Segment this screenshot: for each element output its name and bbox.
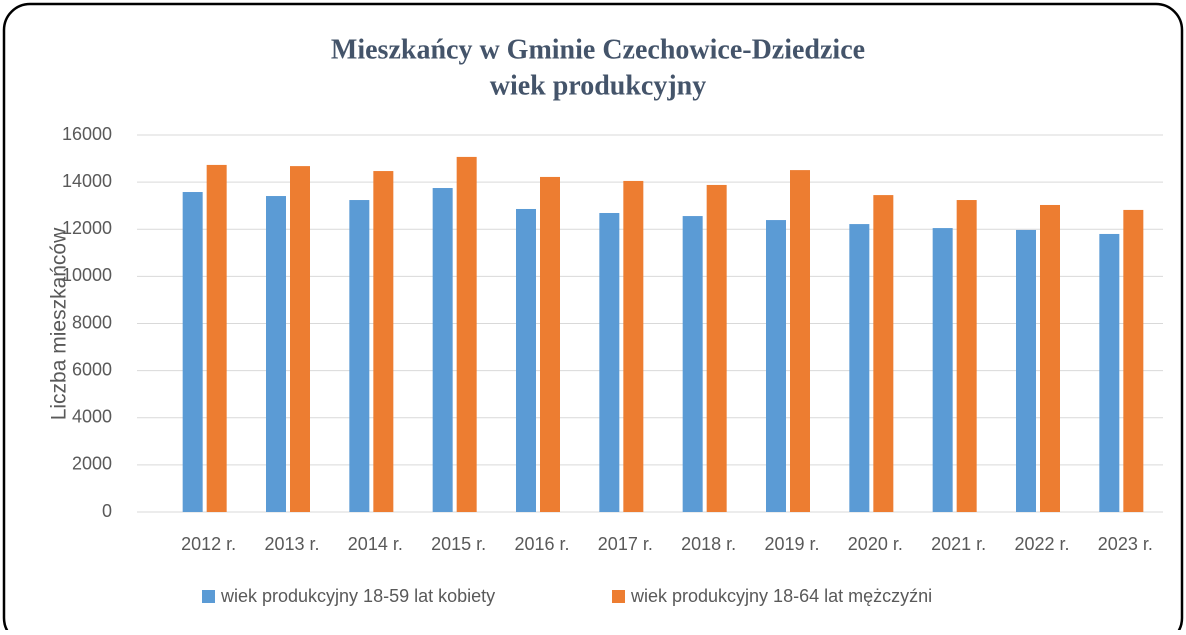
bar [290, 166, 310, 513]
x-tick-label: 2019 r. [764, 534, 819, 554]
bar [1040, 204, 1060, 512]
x-tick-label: 2023 r. [1098, 534, 1153, 554]
bar [1016, 229, 1036, 512]
y-tick-label: 12000 [62, 218, 112, 238]
bar [1099, 233, 1120, 512]
x-tick-label: 2012 r. [181, 534, 236, 554]
y-tick-label: 10000 [62, 265, 112, 285]
legend-label: wiek produkcyjny 18-64 lat mężczyźni [630, 586, 932, 606]
x-tick-label: 2018 r. [681, 534, 736, 554]
chart-subtitle: wiek produkcyjny [490, 70, 707, 101]
x-tick-label: 2017 r. [598, 534, 653, 554]
bar [432, 188, 453, 512]
bar [540, 176, 560, 512]
bar [682, 216, 703, 512]
legend-swatch [612, 590, 625, 603]
bar [873, 195, 894, 512]
bar [790, 170, 810, 512]
y-tick-label: 14000 [62, 171, 112, 191]
bar [706, 184, 727, 512]
bar [599, 212, 620, 512]
bar [956, 200, 977, 512]
bar [849, 224, 870, 512]
bar [182, 192, 203, 513]
x-tick-label: 2013 r. [264, 534, 319, 554]
x-tick-label: 2016 r. [514, 534, 569, 554]
bar [1123, 209, 1144, 512]
y-tick-label: 4000 [72, 407, 112, 427]
x-tick-label: 2022 r. [1014, 534, 1069, 554]
bar [373, 171, 394, 512]
y-tick-label: 0 [102, 501, 112, 521]
chart-title: Mieszkańcy w Gminie Czechowice-Dziedzice [331, 34, 865, 65]
bar [516, 208, 536, 512]
y-tick-label: 2000 [72, 454, 112, 474]
bar [766, 220, 786, 513]
bar [266, 196, 286, 513]
x-tick-label: 2014 r. [348, 534, 403, 554]
x-tick-label: 2015 r. [431, 534, 486, 554]
y-axis-label: Liczba mieszkańców [48, 227, 71, 420]
y-tick-label: 16000 [62, 124, 112, 144]
bar [456, 156, 477, 512]
y-tick-label: 8000 [72, 312, 112, 332]
legend-swatch [202, 590, 215, 603]
x-tick-label: 2020 r. [848, 534, 903, 554]
x-tick-label: 2021 r. [931, 534, 986, 554]
y-tick-label: 6000 [72, 359, 112, 379]
bar [206, 164, 227, 512]
bar [932, 228, 953, 512]
bar [349, 200, 370, 512]
bar [623, 180, 644, 512]
legend-label: wiek produkcyjny 18-59 lat kobiety [220, 586, 495, 606]
